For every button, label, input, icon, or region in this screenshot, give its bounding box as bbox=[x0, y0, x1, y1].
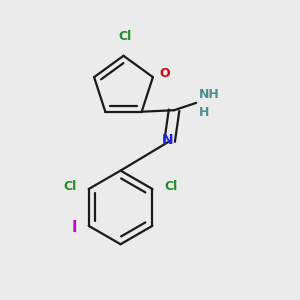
Text: O: O bbox=[159, 67, 170, 80]
Text: H: H bbox=[199, 106, 209, 119]
Text: NH: NH bbox=[199, 88, 220, 101]
Text: Cl: Cl bbox=[64, 180, 77, 193]
Text: Cl: Cl bbox=[118, 29, 132, 43]
Text: I: I bbox=[72, 220, 77, 235]
Text: N: N bbox=[161, 133, 173, 147]
Text: Cl: Cl bbox=[164, 180, 178, 193]
